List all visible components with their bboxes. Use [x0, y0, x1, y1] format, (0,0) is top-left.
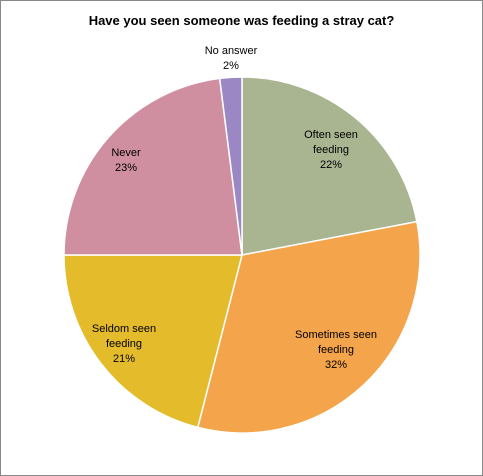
data-label-value: 21%: [112, 353, 136, 365]
data-label-name: Never: [111, 147, 141, 159]
data-label-name: Seldom seen feeding: [91, 323, 157, 350]
data-label: Seldom seen feeding 21%: [82, 322, 167, 367]
data-label: Never 23%: [96, 146, 156, 176]
data-label-value: 22%: [319, 159, 343, 171]
data-label-value: 23%: [114, 162, 138, 174]
data-label: Often seen feeding 22%: [291, 128, 371, 173]
data-label-name: Sometimes seen feeding: [295, 329, 377, 356]
data-label-value: 2%: [223, 60, 239, 72]
pie-slice: [63, 254, 243, 429]
pie-slice: [63, 77, 243, 256]
pie-slice: [241, 76, 418, 256]
pie-slice: [218, 76, 243, 256]
pie-slice: [196, 220, 421, 434]
data-label: No answer 2%: [191, 44, 271, 74]
data-label-name: No answer: [204, 45, 258, 57]
data-label-name: Often seen feeding: [304, 129, 358, 156]
data-label-value: 32%: [324, 359, 348, 371]
chart-title: Have you seen someone was feeding a stra…: [88, 13, 395, 28]
data-label: Sometimes seen feeding 32%: [289, 328, 384, 373]
